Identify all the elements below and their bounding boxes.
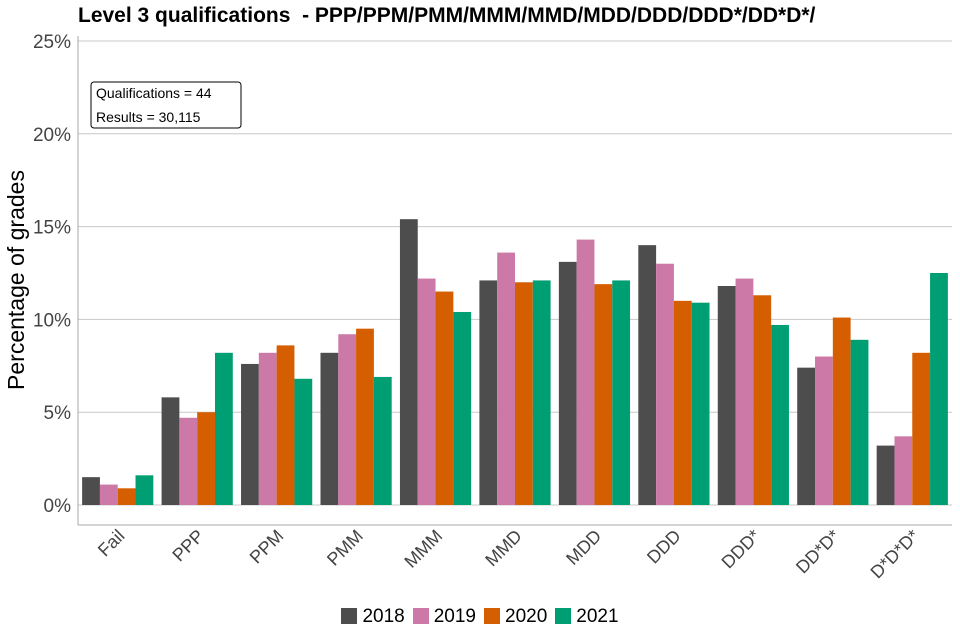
y-tick-label: 10% xyxy=(33,310,71,331)
bar-2021-MDD xyxy=(612,280,631,505)
x-tick-label: D*D*D* xyxy=(867,526,924,583)
bar-2021-PPP xyxy=(214,352,233,505)
x-tick-label: MMD xyxy=(481,526,526,571)
bar-2020-MDD xyxy=(594,284,613,505)
x-tick-label: PPM xyxy=(246,526,288,568)
x-tick-label: PPP xyxy=(168,526,208,566)
chart-title: Level 3 qualifications - PPP/PPM/PMM/MMM… xyxy=(78,4,816,27)
bar-2020-DDD* xyxy=(753,295,772,505)
y-tick-labels: 0% 5% 10% 15% 20% 25% xyxy=(33,32,71,517)
bar-2019-MMM xyxy=(417,278,436,505)
legend-label: 2020 xyxy=(505,606,548,627)
bar-2019-PPP xyxy=(179,417,198,505)
legend-item-2020: 2020 xyxy=(484,606,547,628)
legend-item-2018: 2018 xyxy=(341,606,405,628)
bar-2019-PPM xyxy=(258,352,277,505)
bar-2018-MMD xyxy=(479,280,498,505)
bar-2018-DDD xyxy=(638,245,657,505)
bar-2021-PMM xyxy=(373,376,392,505)
x-tick-label: DDD xyxy=(643,526,685,568)
bar-2018-PMM xyxy=(320,352,339,505)
stats-annotation: Qualifications = 44 Results = 30,115 xyxy=(90,81,242,129)
x-tick-label: DDD* xyxy=(718,526,765,573)
y-axis-label: Percentage of grades xyxy=(3,170,29,390)
bar-2020-PPM xyxy=(276,345,295,505)
x-tick-label: DD*D* xyxy=(792,526,844,578)
bar-2021-PPM xyxy=(294,378,313,505)
bar-2019-Fail xyxy=(99,484,118,505)
bar-2018-PPM xyxy=(241,363,259,505)
results-count: Results = 30,115 xyxy=(96,109,201,125)
x-tick-labels: Fail PPP PPM PMM MMM MMD MDD DDD DDD* DD*D* D*D*D* xyxy=(94,526,923,583)
legend-label: 2018 xyxy=(362,606,405,627)
bar-2020-DDD xyxy=(673,300,692,505)
qualifications-count: Qualifications = 44 xyxy=(96,85,212,101)
bar-2018-DD*D* xyxy=(797,367,816,505)
bar-2019-DD*D* xyxy=(815,356,833,505)
bar-2021-MMM xyxy=(453,311,472,505)
legend: 2018 2019 2020 2021 xyxy=(0,606,960,628)
bar-2020-PMM xyxy=(356,328,374,505)
legend-label: 2019 xyxy=(433,606,476,627)
bar-2019-DDD* xyxy=(735,278,754,505)
bar-2021-MMD xyxy=(532,280,551,505)
bar-2019-DDD xyxy=(656,263,674,505)
bar-2020-PPP xyxy=(197,412,215,505)
legend-item-2021: 2021 xyxy=(555,606,619,628)
legend-swatch xyxy=(341,608,358,624)
bar-2019-MMD xyxy=(497,252,515,505)
bar-2018-PPP xyxy=(161,397,180,505)
x-tick-label: PMM xyxy=(323,526,367,570)
legend-swatch xyxy=(412,608,429,624)
bar-2018-MMM xyxy=(399,219,418,505)
x-tick-label: Fail xyxy=(94,526,129,561)
bar-2020-Fail xyxy=(117,488,136,505)
bar-2020-MMM xyxy=(435,291,454,505)
bar-2020-MMD xyxy=(515,282,533,505)
bar-2018-DDD* xyxy=(717,285,736,505)
bar-2021-D*D*D* xyxy=(930,273,948,505)
y-tick-label: 0% xyxy=(44,496,72,517)
y-tick-label: 5% xyxy=(44,403,72,424)
legend-item-2019: 2019 xyxy=(412,606,476,628)
bar-2021-Fail xyxy=(135,475,154,505)
y-tick-label: 15% xyxy=(33,218,71,239)
bar-2020-D*D*D* xyxy=(912,352,931,505)
legend-swatch xyxy=(555,608,572,624)
legend-swatch xyxy=(484,608,500,624)
bar-2018-MDD xyxy=(558,261,577,505)
x-tick-label: MMM xyxy=(400,526,446,572)
bar-2021-DDD xyxy=(691,302,710,505)
bar-2019-D*D*D* xyxy=(894,436,913,505)
bars xyxy=(82,219,948,506)
y-tick-label: 25% xyxy=(33,32,71,53)
bar-2021-DD*D* xyxy=(850,339,869,505)
bar-2019-PMM xyxy=(338,334,357,505)
bar-2020-DD*D* xyxy=(832,317,851,505)
bar-2021-DDD* xyxy=(771,324,789,505)
bar-2018-D*D*D* xyxy=(876,445,895,505)
y-tick-label: 20% xyxy=(33,125,71,146)
axes xyxy=(77,36,952,526)
bar-2018-Fail xyxy=(82,477,100,505)
legend-label: 2021 xyxy=(576,606,619,627)
bar-2019-MDD xyxy=(576,239,595,506)
x-tick-label: MDD xyxy=(562,526,605,569)
